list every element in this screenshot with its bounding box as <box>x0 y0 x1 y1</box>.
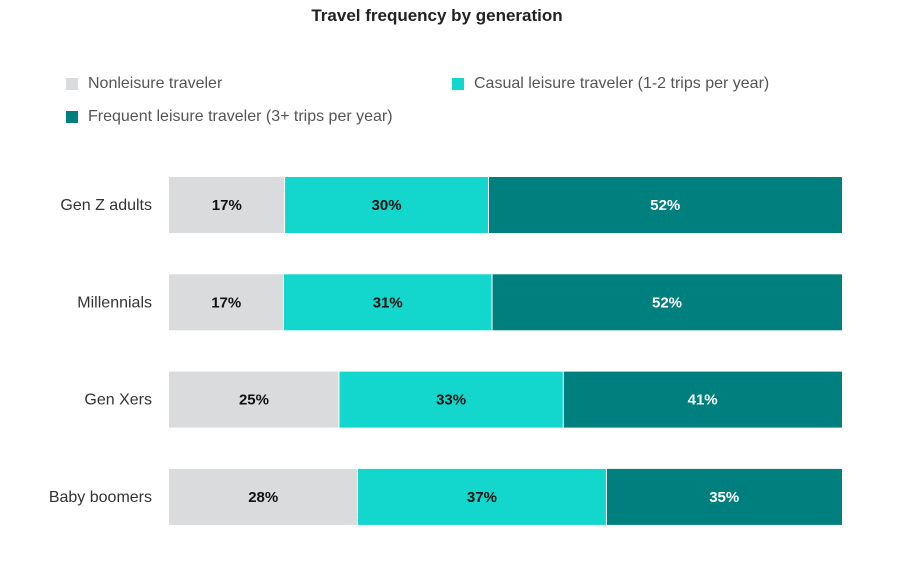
legend-label-frequent: Frequent leisure traveler (3+ trips per … <box>88 108 393 125</box>
legend-swatch-casual <box>452 78 464 90</box>
bar-segment-millennials-frequent <box>492 274 842 331</box>
category-label-gen-z-adults: Gen Z adults <box>60 197 152 214</box>
legend-item-nonleisure: Nonleisure traveler <box>66 75 222 93</box>
legend-swatch-frequent <box>66 111 78 123</box>
legend-item-frequent: Frequent leisure traveler (3+ trips per … <box>66 108 393 126</box>
data-label-gen-xers-casual: 33% <box>436 392 466 409</box>
data-label-gen-z-adults-casual: 30% <box>372 197 402 214</box>
data-label-gen-xers-frequent: 41% <box>688 392 718 409</box>
legend-item-casual: Casual leisure traveler (1-2 trips per y… <box>452 75 769 93</box>
bar-segment-gen-z-adults-frequent <box>488 177 842 233</box>
data-label-baby-boomers-frequent: 35% <box>709 489 739 506</box>
data-label-gen-xers-nonleisure: 25% <box>239 392 269 409</box>
data-label-baby-boomers-casual: 37% <box>467 489 497 506</box>
bar-segment-gen-z-adults-casual <box>284 177 489 233</box>
data-label-millennials-nonleisure: 17% <box>211 294 241 311</box>
data-label-millennials-casual: 31% <box>373 294 403 311</box>
data-label-gen-z-adults-frequent: 52% <box>650 197 680 214</box>
chart-title: Travel frequency by generation <box>311 6 563 25</box>
bar-segment-millennials-nonleisure <box>169 274 284 331</box>
bar-segment-baby-boomers-casual <box>357 468 607 525</box>
bar-segment-baby-boomers-nonleisure <box>169 468 358 525</box>
bar-segment-gen-xers-casual <box>338 371 564 428</box>
legend-label-nonleisure: Nonleisure traveler <box>88 75 223 92</box>
data-label-gen-z-adults-nonleisure: 17% <box>212 197 242 214</box>
bar-segment-baby-boomers-frequent <box>606 468 842 525</box>
legend-label-casual: Casual leisure traveler (1-2 trips per y… <box>474 75 770 92</box>
bar-segment-millennials-casual <box>283 274 493 331</box>
category-label-baby-boomers: Baby boomers <box>49 489 152 506</box>
legend-swatch-nonleisure <box>66 78 78 90</box>
data-label-baby-boomers-nonleisure: 28% <box>248 489 278 506</box>
data-label-millennials-frequent: 52% <box>652 294 682 311</box>
bar-segment-gen-z-adults-nonleisure <box>169 177 285 233</box>
bar-segment-gen-xers-frequent <box>563 371 842 428</box>
bar-segment-gen-xers-nonleisure <box>169 371 339 428</box>
category-label-gen-xers: Gen Xers <box>84 392 152 409</box>
category-label-millennials: Millennials <box>77 294 152 311</box>
